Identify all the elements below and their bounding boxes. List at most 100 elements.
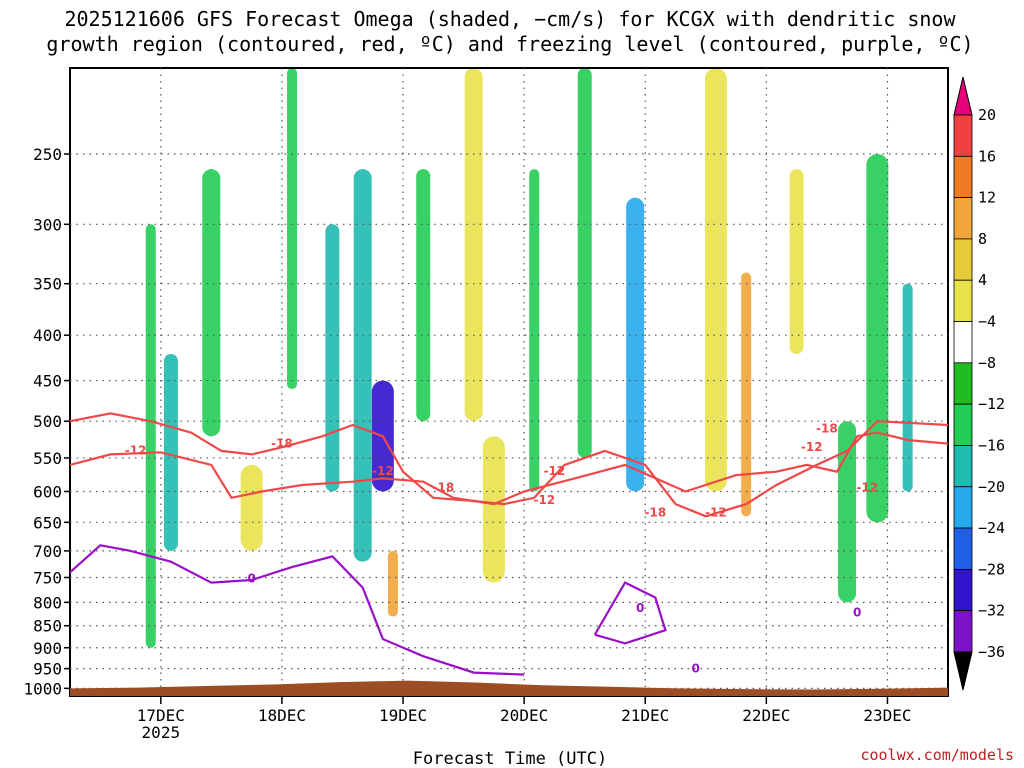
omega-cell	[704, 68, 727, 492]
x-axis-title: Forecast Time (UTC)	[413, 749, 607, 768]
colorbar-label: 16	[978, 147, 996, 165]
omega-cell	[626, 197, 645, 492]
colorbar-top-arrow	[953, 76, 973, 116]
colorbar-segment	[953, 362, 973, 405]
dgz-contour-label: -12	[372, 464, 394, 478]
dgz-contour-label: -12	[801, 440, 823, 454]
time-axis: 17DEC 18DEC 19DEC 20DEC 21DEC 22DEC 23DEC 2025	[137, 696, 912, 742]
terrain-fill	[70, 680, 948, 696]
dgz-contour-label: -18	[271, 436, 293, 450]
colorbar-segment	[953, 445, 973, 488]
colorbar-label: −32	[978, 602, 1005, 620]
y-tick-label: 450	[33, 372, 62, 391]
colorbar-segment	[953, 197, 973, 240]
colorbar-label: 20	[978, 106, 996, 124]
y-tick-label: 700	[33, 542, 62, 561]
colorbar-segment	[953, 238, 973, 281]
chart-title-line1: 2025121606 GFS Forecast Omega (shaded, −…	[64, 7, 956, 31]
colorbar-label: −28	[978, 560, 1005, 578]
colorbar-label: 12	[978, 189, 996, 207]
colorbar-label: −4	[978, 313, 996, 331]
omega-cell	[577, 68, 592, 458]
y-tick-label: 600	[33, 482, 62, 501]
y-tick-label: 650	[33, 513, 62, 532]
colorbar-label: 4	[978, 271, 987, 289]
x-tick-label: 17DEC	[137, 706, 185, 725]
dgz-contour-label: -12	[544, 464, 566, 478]
y-tick-label: 250	[33, 145, 62, 164]
dgz-contour-label: -18	[644, 505, 666, 519]
x-tick-label: 18DEC	[258, 706, 306, 725]
omega-cell	[202, 169, 221, 437]
dgz-contour-minus12	[69, 431, 949, 506]
x-tick-label: 22DEC	[742, 706, 790, 725]
colorbar-segment	[953, 610, 973, 653]
dgz-contour-label: -18	[433, 480, 455, 494]
omega-cell	[866, 154, 889, 523]
omega-cell	[240, 464, 263, 551]
omega-cell	[416, 169, 431, 422]
colorbar-label: −12	[978, 395, 1005, 413]
colorbar-bottom-arrow	[953, 651, 973, 691]
credit-text: coolwx.com/models	[860, 746, 1014, 764]
y-tick-label: 950	[33, 660, 62, 679]
omega-cell	[789, 169, 804, 354]
colorbar-label: 8	[978, 230, 987, 248]
colorbar: 20 16 12 8 4 −4 −8 −12 −16 −20 −24 −28 −32 −36	[953, 76, 1005, 691]
y-tick-label: 350	[33, 275, 62, 294]
y-tick-label: 400	[33, 326, 62, 345]
colorbar-label: −24	[978, 519, 1005, 537]
dgz-contour-label: -12	[533, 493, 555, 507]
freezing-contour-loop	[593, 581, 667, 645]
colorbar-label: −36	[978, 643, 1005, 661]
colorbar-segment	[953, 321, 973, 364]
pressure-axis: 250 300 350 400 450 500 550 600 650 700 750 800 850 9…	[23, 145, 70, 698]
omega-shading	[145, 68, 913, 648]
colorbar-segment	[953, 279, 973, 322]
dgz-contour-minus18	[69, 412, 949, 518]
colorbar-label: −8	[978, 354, 996, 372]
colorbar-segment	[953, 527, 973, 570]
x-tick-label: 19DEC	[379, 706, 427, 725]
omega-cell	[529, 169, 540, 492]
x-tick-label: 23DEC	[863, 706, 911, 725]
y-tick-label: 300	[33, 215, 62, 234]
terrain-surface	[70, 680, 948, 696]
omega-cell	[325, 224, 340, 492]
omega-cell	[163, 353, 178, 551]
omega-cell	[482, 436, 505, 583]
freezing-contour-label: 0	[636, 601, 644, 615]
omega-cell	[145, 224, 156, 648]
contours: -12 -18 -12 -18 -12 -12 -18 -12 -12 -18 -12 0 0 0 0	[69, 412, 949, 676]
colorbar-label: −16	[978, 436, 1005, 454]
omega-cell	[387, 550, 398, 617]
dgz-contour-label: -12	[705, 505, 727, 519]
omega-cell	[741, 272, 752, 517]
colorbar-segment	[953, 155, 973, 199]
omega-cell	[353, 169, 372, 562]
colorbar-segment	[953, 568, 973, 612]
x-tick-label: 20DEC	[500, 706, 548, 725]
dgz-contour-label: -12	[125, 443, 147, 457]
y-tick-label: 550	[33, 449, 62, 468]
y-tick-label: 900	[33, 639, 62, 658]
y-tick-label: 500	[33, 412, 62, 431]
dgz-contour-label: -18	[816, 422, 838, 436]
omega-cell	[287, 68, 298, 390]
colorbar-segment	[953, 114, 973, 157]
chart-title-line2: growth region (contoured, red, ºC) and f…	[46, 32, 973, 56]
y-tick-label: 1000	[23, 679, 62, 698]
grid	[70, 68, 948, 696]
x-year-label: 2025	[142, 723, 181, 742]
y-tick-label: 800	[33, 593, 62, 612]
colorbar-label: −20	[978, 478, 1005, 496]
omega-cell	[838, 421, 857, 603]
plot-frame	[69, 67, 949, 697]
colorbar-segment	[953, 486, 973, 529]
dgz-contour-label: -12	[856, 480, 878, 494]
freezing-contour-label: 0	[692, 662, 700, 676]
y-tick-label: 750	[33, 568, 62, 587]
omega-cell	[902, 283, 913, 492]
omega-cell	[464, 68, 483, 422]
